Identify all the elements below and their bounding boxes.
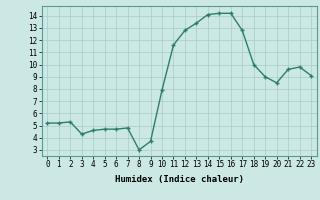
X-axis label: Humidex (Indice chaleur): Humidex (Indice chaleur) xyxy=(115,175,244,184)
